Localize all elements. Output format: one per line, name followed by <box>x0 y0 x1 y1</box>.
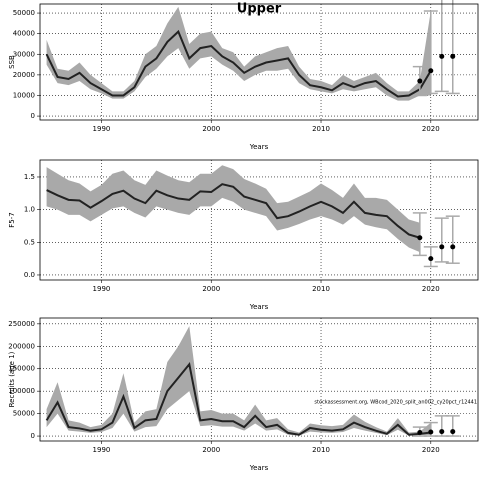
x-tick-label: 2000 <box>202 285 220 293</box>
point <box>428 68 434 74</box>
x-tick-label: 1990 <box>93 125 111 133</box>
estimate-line <box>46 183 421 239</box>
x-tick-label: 2010 <box>312 125 330 133</box>
y-axis-label: F5-7 <box>8 212 16 227</box>
y-tick-label: 0 <box>31 432 35 440</box>
y-tick-label: 0.5 <box>24 238 35 246</box>
confidence-band <box>46 165 420 253</box>
x-tick-label: 2010 <box>312 446 330 454</box>
x-axis-label: Years <box>249 303 269 311</box>
point <box>450 244 456 250</box>
plot-frame <box>39 159 479 281</box>
y-tick-label: 10000 <box>13 91 35 99</box>
confidence-band <box>46 326 431 436</box>
point <box>439 429 445 435</box>
x-tick-label: 2000 <box>202 125 220 133</box>
y-tick-label: 1.0 <box>24 206 35 214</box>
y-tick-label: 250000 <box>8 320 35 328</box>
estimate-line <box>45 361 431 436</box>
point <box>439 53 445 59</box>
y-tick-label: 50000 <box>13 410 35 418</box>
chart-title: Upper <box>237 2 282 17</box>
x-tick-label: 2000 <box>202 446 220 454</box>
y-tick-label: 20000 <box>13 71 35 79</box>
x-axis-label: Years <box>249 143 269 151</box>
point <box>417 78 423 84</box>
estimate-line <box>45 29 432 98</box>
point <box>450 429 456 435</box>
y-tick-label: 50000 <box>13 9 35 17</box>
point <box>450 53 456 59</box>
y-tick-label: 200000 <box>8 342 35 350</box>
annotation: stockassessment.org, WBcod_2020_split_an… <box>314 400 477 406</box>
y-tick-label: 0 <box>31 112 35 120</box>
x-tick-label: 2020 <box>422 446 440 454</box>
x-tick-label: 2020 <box>422 125 440 133</box>
y-axis-label: SSB <box>8 55 16 69</box>
y-axis-label: Recruits (age 1) <box>8 351 16 407</box>
x-tick-label: 2020 <box>422 285 440 293</box>
point <box>428 429 434 435</box>
x-tick-label: 2010 <box>312 285 330 293</box>
y-tick-label: 0.0 <box>24 271 35 279</box>
x-axis-label: Years <box>249 464 269 472</box>
y-tick-label: 100000 <box>8 387 35 395</box>
confidence-band <box>46 6 431 101</box>
y-tick-label: 150000 <box>8 365 35 373</box>
x-tick-label: 1990 <box>93 285 111 293</box>
point <box>439 244 445 250</box>
y-tick-label: 30000 <box>13 50 35 58</box>
point <box>417 235 423 241</box>
point <box>428 256 434 262</box>
point <box>417 429 423 435</box>
x-tick-label: 1990 <box>93 446 111 454</box>
y-tick-label: 40000 <box>13 30 35 38</box>
y-tick-label: 1.5 <box>24 173 35 181</box>
plot-frame <box>39 3 479 121</box>
plot-frame <box>39 317 479 442</box>
